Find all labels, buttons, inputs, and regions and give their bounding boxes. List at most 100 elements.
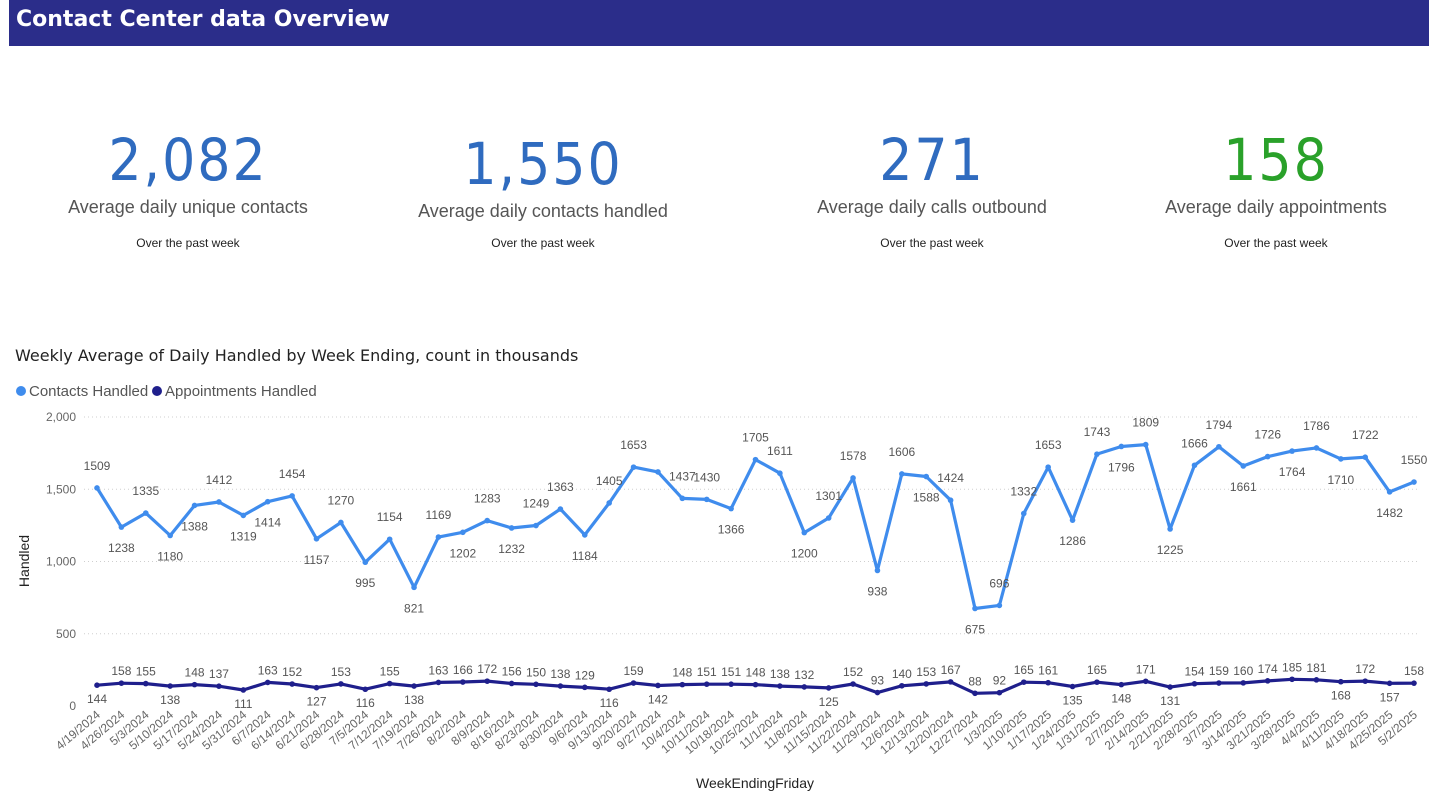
appointments-data-point <box>484 678 491 684</box>
contacts-data-point <box>142 510 149 516</box>
kpi-card-unique-contacts[interactable]: 2,082 Average daily unique contacts Over… <box>8 125 368 250</box>
appointments-data-point <box>289 681 295 687</box>
appointments-data-label: 161 <box>1038 664 1058 678</box>
appointments-data-label: 158 <box>1404 664 1424 678</box>
appointments-data-point <box>118 680 125 686</box>
contacts-data-label: 1588 <box>913 491 940 505</box>
appointments-data-point <box>533 681 539 688</box>
kpi-value: 158 <box>1223 126 1329 194</box>
appointments-data-label: 138 <box>404 693 424 707</box>
appointments-data-point <box>1289 676 1295 683</box>
contacts-data-point <box>386 536 393 543</box>
kpi-label: Average daily unique contacts <box>68 197 308 217</box>
appointments-data-label: 138 <box>550 667 570 681</box>
contacts-data-label: 1412 <box>206 473 233 487</box>
kpi-label: Average daily calls outbound <box>817 197 1047 217</box>
kpi-subtitle: Over the past week <box>491 236 595 250</box>
contacts-data-label: 1286 <box>1059 534 1086 548</box>
appointments-data-label: 142 <box>648 692 668 706</box>
y-tick-label: 1,500 <box>46 482 76 496</box>
contacts-data-label: 1796 <box>1108 460 1135 474</box>
appointments-data-point <box>142 680 149 687</box>
y-tick-label: 1,000 <box>46 555 76 569</box>
contacts-data-label: 1705 <box>742 431 769 445</box>
appointments-data-point <box>923 681 930 687</box>
contacts-data-label: 1437 <box>669 469 696 483</box>
appointments-data-label: 155 <box>380 665 400 679</box>
contacts-data-label: 1794 <box>1206 418 1233 432</box>
contacts-data-point <box>1411 479 1417 485</box>
contacts-data-point <box>240 512 247 519</box>
contacts-data-point <box>655 469 661 475</box>
contacts-data-label: 1578 <box>840 449 867 463</box>
contacts-data-point <box>1338 456 1344 462</box>
appointments-data-point <box>1411 680 1417 686</box>
contacts-data-point <box>825 515 832 521</box>
contacts-data-label: 675 <box>965 622 985 636</box>
contacts-data-point <box>1191 462 1198 469</box>
contacts-data-point <box>1020 510 1027 517</box>
contacts-data-point <box>289 493 295 499</box>
appointments-data-label: 153 <box>331 665 351 679</box>
appointments-data-label: 125 <box>819 695 839 709</box>
appointments-data-label: 151 <box>697 665 717 679</box>
kpi-card-contacts-handled[interactable]: 1,550 Average daily contacts handled Ove… <box>363 129 723 250</box>
contacts-data-point <box>728 505 734 512</box>
appointments-data-point <box>1216 680 1222 686</box>
appointments-data-label: 92 <box>993 674 1007 688</box>
appointments-data-point <box>679 681 686 688</box>
appointments-data-point <box>1264 678 1271 684</box>
appointments-data-label: 151 <box>721 665 741 679</box>
contacts-data-point <box>167 532 173 539</box>
legend-label: Appointments Handled <box>165 383 317 400</box>
appointments-data-point <box>703 681 710 687</box>
appointments-data-point <box>972 690 978 697</box>
appointments-data-point <box>947 679 954 685</box>
appointments-data-label: 127 <box>306 695 326 709</box>
y-axis-title: Handled <box>16 535 32 587</box>
appointments-data-point <box>1191 680 1198 687</box>
contacts-data-point <box>899 471 905 477</box>
appointments-data-label: 159 <box>1209 664 1229 678</box>
contacts-data-label: 821 <box>404 601 424 615</box>
contacts-data-label: 1430 <box>693 470 720 484</box>
contacts-data-point <box>460 529 466 536</box>
contacts-data-label: 1335 <box>132 484 159 498</box>
appointments-data-label: 111 <box>234 697 253 711</box>
contacts-data-label: 1157 <box>304 553 330 567</box>
appointments-data-label: 129 <box>575 668 595 682</box>
appointments-data-point <box>240 687 247 693</box>
contacts-data-label: 1726 <box>1254 428 1281 442</box>
appointments-data-point <box>1313 677 1320 683</box>
contacts-data-point <box>1240 463 1247 469</box>
kpi-label: Average daily contacts handled <box>418 201 668 221</box>
contacts-data-label: 1363 <box>547 480 574 494</box>
contacts-data-point <box>606 500 612 506</box>
appointments-data-point <box>338 681 344 687</box>
contacts-data-point <box>752 456 759 463</box>
appointments-data-point <box>899 682 905 689</box>
appointments-data-label: 150 <box>526 665 546 679</box>
contacts-data-label: 1332 <box>1010 485 1037 499</box>
contacts-data-point <box>1069 517 1076 523</box>
appointments-data-label: 116 <box>600 696 619 710</box>
contacts-data-point <box>1045 464 1051 470</box>
appointments-data-point <box>1118 681 1125 688</box>
appointments-data-label: 144 <box>87 692 107 706</box>
appointments-data-label: 148 <box>745 666 765 680</box>
appointments-data-point <box>1094 679 1100 685</box>
contacts-data-point <box>630 464 637 470</box>
contacts-data-point <box>972 605 978 612</box>
kpi-subtitle: Over the past week <box>136 236 240 250</box>
kpi-card-calls-outbound[interactable]: 271 Average daily calls outbound Over th… <box>752 125 1112 250</box>
appointments-data-label: 158 <box>111 664 131 678</box>
kpi-card-appointments[interactable]: 158 Average daily appointments Over the … <box>1096 125 1436 250</box>
kpi-value: 271 <box>879 126 985 194</box>
contacts-data-label: 1388 <box>181 519 208 533</box>
appointments-data-label: 138 <box>770 667 790 681</box>
appointments-data-label: 152 <box>282 665 302 679</box>
appointments-data-point <box>630 680 637 686</box>
appointments-data-point <box>1069 683 1076 690</box>
contacts-data-label: 1550 <box>1401 453 1428 467</box>
